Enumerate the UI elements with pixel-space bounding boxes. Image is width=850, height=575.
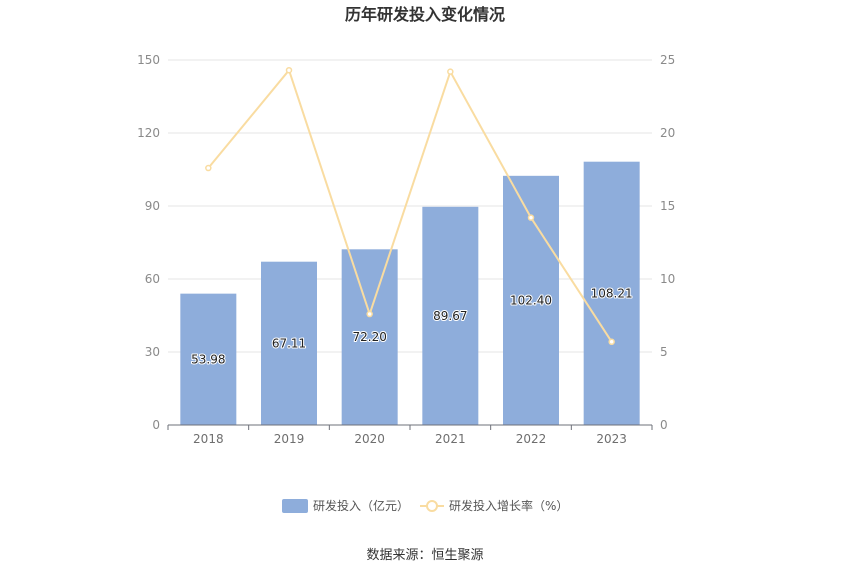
chart-title: 历年研发投入变化情况 <box>345 5 505 24</box>
bar[interactable] <box>180 293 237 425</box>
bar-data-label: 89.67 <box>433 309 467 323</box>
y-left-tick-label: 30 <box>145 345 160 359</box>
y-left-tick-label: 60 <box>145 272 160 286</box>
bar[interactable] <box>261 261 317 425</box>
y-left-tick-label: 120 <box>137 126 160 140</box>
bar-data-label: 72.20 <box>352 330 386 344</box>
y-right-tick-label: 5 <box>660 345 668 359</box>
legend-line-label: 研发投入增长率（%） <box>449 498 568 513</box>
y-right-tick-label: 20 <box>660 126 675 140</box>
y-right-tick-label: 10 <box>660 272 675 286</box>
y-right-tick-label: 0 <box>660 418 668 432</box>
line-point[interactable] <box>527 214 535 221</box>
x-tick-label: 2019 <box>274 432 305 446</box>
bar-data-label: 67.11 <box>272 336 306 350</box>
line-point[interactable] <box>608 338 615 346</box>
legend-item-line[interactable]: 研发投入增长率（%） <box>420 498 568 513</box>
legend-bar-swatch <box>282 499 308 513</box>
legend-item-bar[interactable]: 研发投入（亿元） <box>282 498 409 513</box>
right-y-axis-ticks: 0 5 10 15 20 25 <box>660 53 675 432</box>
bar[interactable] <box>583 161 640 425</box>
legend-bar-label: 研发投入（亿元） <box>313 498 409 513</box>
x-tick-label: 2022 <box>516 432 547 446</box>
left-y-axis-ticks: 0 30 60 90 120 150 <box>137 53 160 432</box>
line-series <box>205 66 615 346</box>
y-left-tick-label: 90 <box>145 199 160 213</box>
line-point[interactable] <box>285 66 293 74</box>
y-left-tick-label: 0 <box>152 418 160 432</box>
line-point[interactable] <box>447 68 454 75</box>
x-tick-label: 2021 <box>435 432 466 446</box>
x-axis: 2018 2019 2020 2021 2022 2023 <box>167 424 653 446</box>
y-right-tick-label: 25 <box>660 53 675 67</box>
data-source: 数据来源：恒生聚源 <box>366 548 483 563</box>
bar-data-labels: 53.98 67.11 72.20 89.67 102.40 108.21 <box>190 285 634 367</box>
line-point[interactable] <box>205 164 212 172</box>
gridlines <box>168 59 652 353</box>
x-tick-label: 2018 <box>193 432 224 446</box>
bar[interactable] <box>422 206 479 425</box>
x-tick-label: 2023 <box>596 432 627 446</box>
bar-data-label: 102.40 <box>510 293 552 307</box>
legend[interactable]: 研发投入（亿元） 研发投入增长率（%） <box>282 498 568 513</box>
y-right-tick-label: 15 <box>660 199 675 213</box>
y-left-tick-label: 150 <box>137 53 160 67</box>
x-tick-label: 2020 <box>354 432 385 446</box>
bar-series <box>180 161 640 425</box>
legend-line-marker <box>426 500 438 512</box>
bar-data-label: 53.98 <box>191 352 225 366</box>
line-point[interactable] <box>366 310 373 318</box>
bar-data-label: 108.21 <box>591 286 633 300</box>
growth-line <box>207 68 613 343</box>
bar[interactable] <box>341 249 398 425</box>
